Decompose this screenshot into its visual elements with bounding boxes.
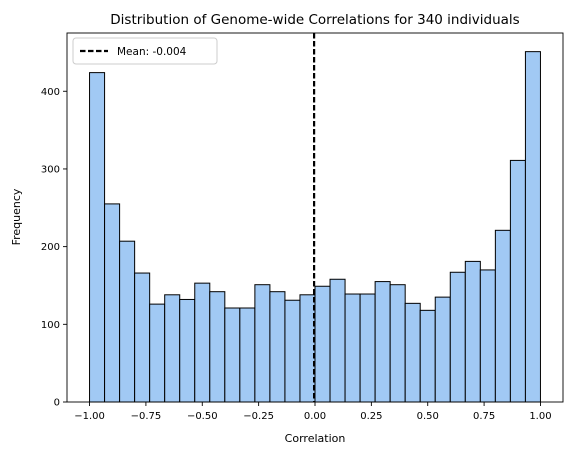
y-tick-label: 0 — [54, 398, 60, 409]
histogram-bar — [479, 269, 496, 403]
histogram-bar — [374, 281, 391, 403]
histogram-bar — [104, 203, 121, 403]
histogram-bar — [329, 278, 346, 403]
x-tick-label: 0.00 — [304, 411, 326, 422]
histogram-bar — [179, 298, 196, 403]
x-tick-label: −0.50 — [187, 411, 218, 422]
histogram-bar — [209, 291, 226, 403]
legend: Mean: -0.004 — [72, 37, 218, 65]
chart-title: Distribution of Genome-wide Correlations… — [110, 12, 519, 28]
histogram-bar — [254, 284, 271, 403]
histogram-bar — [119, 240, 136, 403]
histogram-bar — [344, 293, 361, 403]
x-tick-label: −1.00 — [74, 411, 105, 422]
y-axis-label: Frequency — [10, 188, 23, 245]
histogram-bar — [314, 285, 331, 403]
bars-group — [89, 51, 541, 403]
x-tick-label: 0.50 — [417, 411, 439, 422]
legend-label: Mean: -0.004 — [117, 46, 187, 58]
histogram-bar — [239, 307, 256, 403]
histogram-bar — [359, 293, 376, 403]
histogram-bar — [134, 272, 151, 403]
histogram-bar — [164, 294, 181, 403]
y-tick-label: 300 — [41, 164, 60, 175]
plot-frame — [66, 32, 564, 403]
x-axis-label: Correlation — [285, 432, 346, 445]
y-tick-label: 100 — [41, 320, 60, 331]
histogram-bar — [269, 291, 286, 403]
histogram-bar — [434, 296, 451, 403]
histogram-bar — [284, 299, 301, 403]
x-tick-label: 0.25 — [360, 411, 382, 422]
histogram-bar — [389, 284, 406, 403]
histogram-bar — [464, 260, 481, 403]
x-axis: −1.00 −0.75 −0.50 −0.25 0.00 0.25 0.50 0.75 1.00 — [74, 402, 552, 422]
histogram-bar — [404, 302, 421, 403]
y-axis: 0 100 200 300 400 — [41, 87, 67, 409]
legend-box — [72, 37, 218, 65]
y-tick-label: 200 — [41, 242, 60, 253]
x-tick-label: 0.75 — [473, 411, 495, 422]
histogram-bar — [224, 307, 241, 403]
histogram-bar — [419, 309, 436, 403]
x-tick-label: −0.75 — [131, 411, 162, 422]
histogram-bar — [449, 271, 466, 403]
histogram-bar — [494, 229, 511, 403]
histogram-bar — [509, 159, 526, 403]
histogram-bar — [194, 282, 211, 403]
histogram-bar — [299, 294, 316, 403]
histogram-bar — [89, 72, 106, 403]
histogram-bar — [524, 51, 541, 403]
histogram-bar — [149, 303, 166, 403]
y-tick-label: 400 — [41, 87, 60, 98]
x-tick-label: −0.25 — [243, 411, 274, 422]
x-tick-label: 1.00 — [529, 411, 551, 422]
